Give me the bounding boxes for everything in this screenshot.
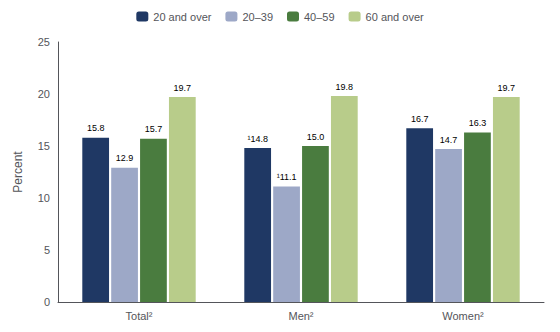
svg-text:15.0: 15.0 <box>307 132 325 142</box>
svg-text:Women²: Women² <box>442 310 484 322</box>
svg-text:12.9: 12.9 <box>116 153 134 163</box>
svg-text:¹11.1: ¹11.1 <box>277 172 297 182</box>
svg-text:20–39: 20–39 <box>242 11 273 23</box>
svg-text:20: 20 <box>38 88 50 100</box>
svg-text:16.7: 16.7 <box>411 114 429 124</box>
svg-text:16.3: 16.3 <box>469 118 487 128</box>
svg-text:19.8: 19.8 <box>336 82 354 92</box>
svg-text:15: 15 <box>38 140 50 152</box>
svg-text:10: 10 <box>38 192 50 204</box>
svg-text:Total²: Total² <box>126 310 153 322</box>
svg-text:Percent: Percent <box>11 151 25 193</box>
svg-text:20 and over: 20 and over <box>153 11 211 23</box>
svg-text:40–59: 40–59 <box>304 11 335 23</box>
svg-text:Men²: Men² <box>288 310 313 322</box>
svg-text:5: 5 <box>44 244 50 256</box>
svg-text:15.8: 15.8 <box>87 123 105 133</box>
svg-text:15.7: 15.7 <box>145 124 163 134</box>
svg-text:19.7: 19.7 <box>174 83 192 93</box>
svg-text:60 and over: 60 and over <box>366 11 424 23</box>
svg-text:25: 25 <box>38 36 50 48</box>
svg-text:¹14.8: ¹14.8 <box>247 134 268 144</box>
svg-text:14.7: 14.7 <box>440 135 458 145</box>
svg-text:19.7: 19.7 <box>498 83 516 93</box>
svg-text:0: 0 <box>44 296 50 308</box>
